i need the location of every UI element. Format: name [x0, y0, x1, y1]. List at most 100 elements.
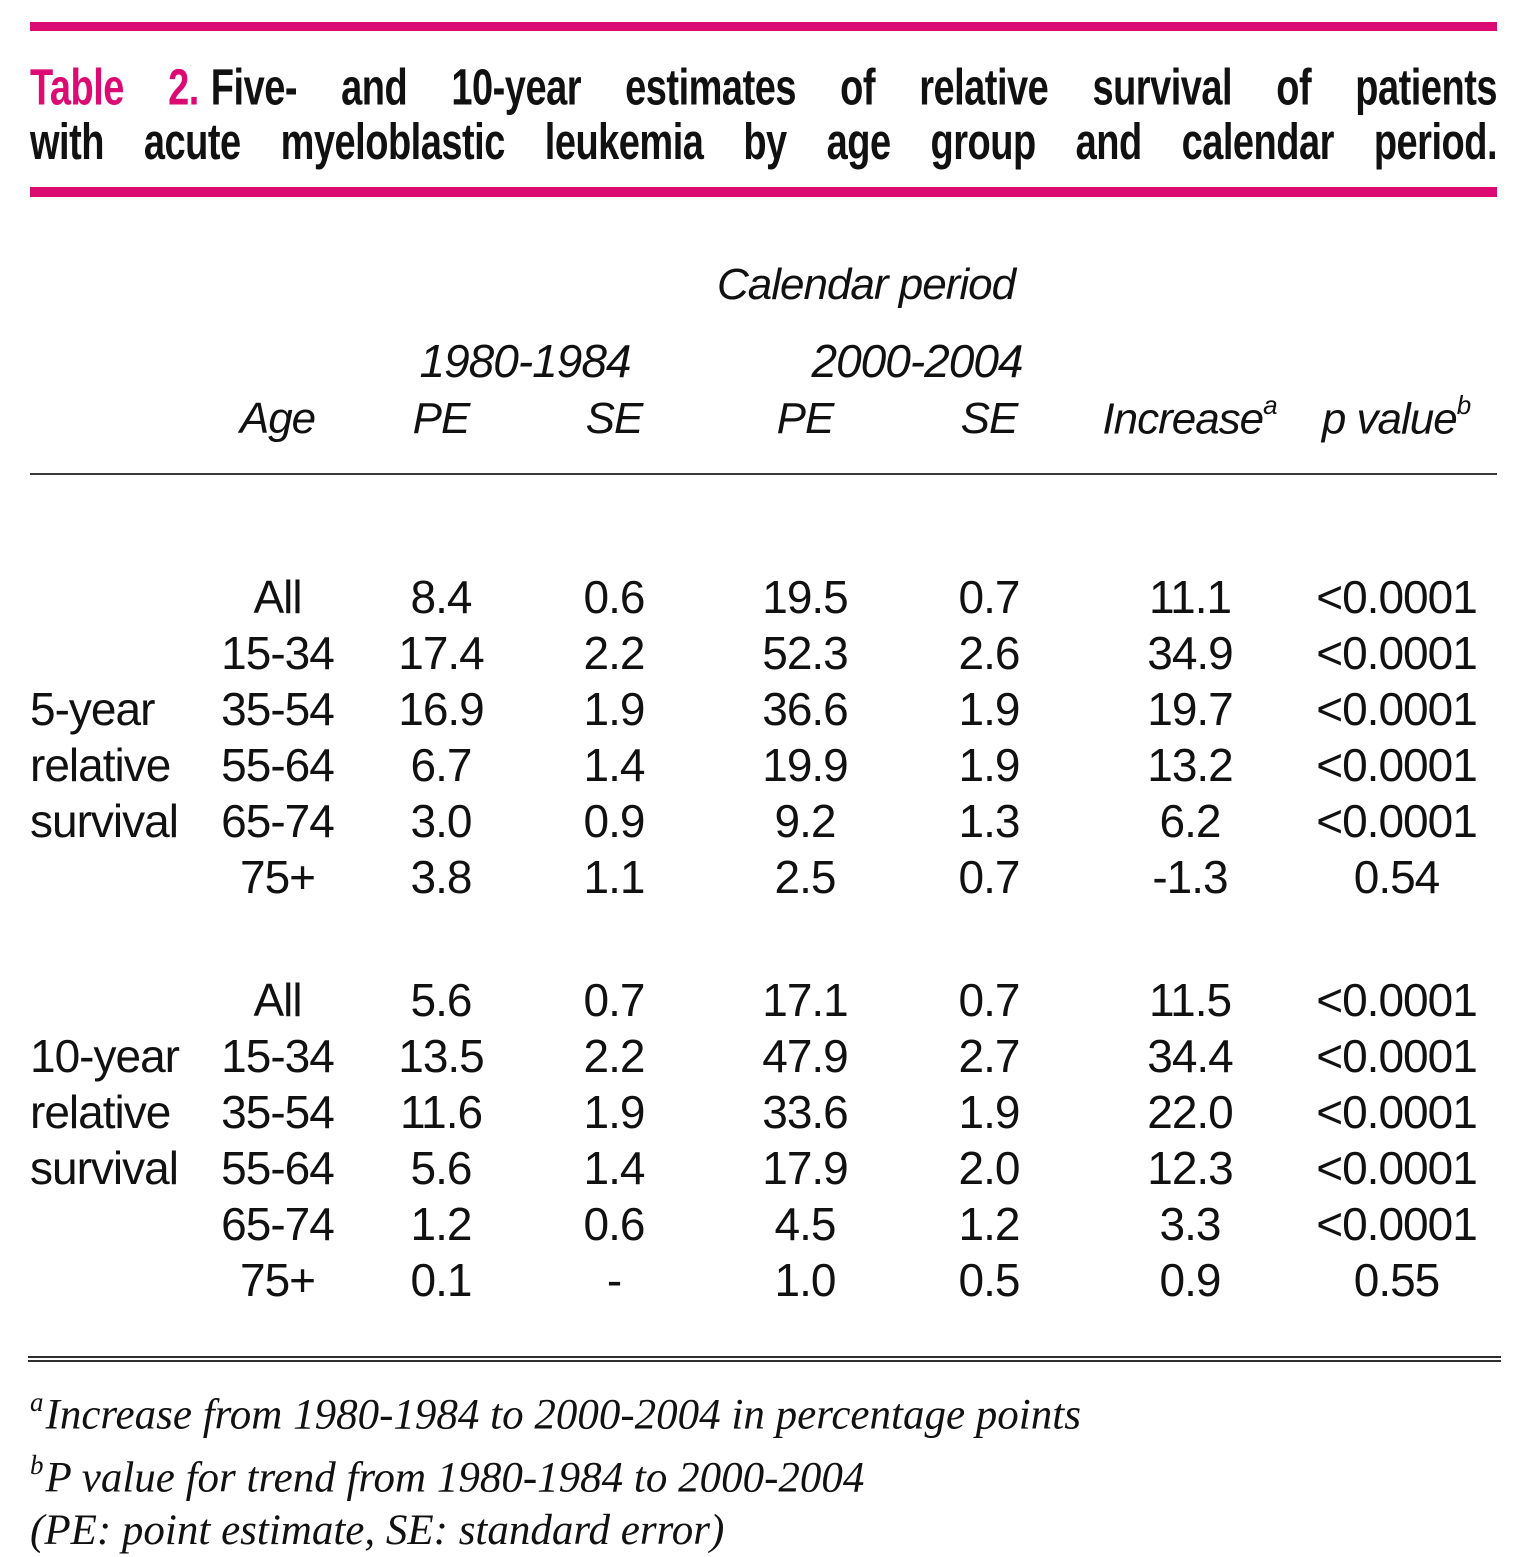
p-value-cell: <0.0001 — [1316, 739, 1478, 791]
se-1980-cell: 2.2 — [583, 1030, 646, 1082]
se-2000-cell: 2.0 — [958, 1142, 1021, 1194]
age-cell: 65-74 — [221, 1198, 335, 1250]
se-1980-cell: 1.9 — [583, 683, 646, 735]
table-block: All 8.4 0.6 19.5 0.7 11.1 <0.0001 15-34 17.4 2.2 5… — [30, 569, 1497, 905]
increase-cell: 19.7 — [1147, 683, 1234, 735]
increase-cell: 6.2 — [1159, 795, 1222, 847]
p-value-column-header: p valueb — [1296, 390, 1497, 445]
age-cell: 55-64 — [221, 739, 335, 791]
se-2000-cell: 1.9 — [958, 739, 1021, 791]
age-cell: All — [253, 974, 302, 1026]
pe-1980-cell: 17.4 — [398, 627, 485, 679]
footnote-line: (PE: point estimate, SE: standard error) — [30, 1505, 1497, 1557]
se-2000-cell: 0.7 — [958, 571, 1021, 623]
pe-2000-cell: 4.5 — [774, 1198, 837, 1250]
table-row: 75+ 0.1 - 1.0 0.5 0.9 0.55 — [30, 1252, 1497, 1308]
table-caption-line-1: Five- and 10-year estimates of relative … — [210, 60, 1498, 117]
row-group-label: survival — [30, 795, 179, 847]
table-row: relative 35-54 11.6 1.9 33.6 1.9 22.0 <0.0001 — [30, 1084, 1497, 1140]
se-1980-cell: 1.9 — [583, 1086, 646, 1138]
table-row: survival 55-64 5.6 1.4 17.9 2.0 12.3 <0.0001 — [30, 1140, 1497, 1196]
increase-cell: 22.0 — [1147, 1086, 1234, 1138]
footnote-text: Increase from 1980-1984 to 2000-2004 in … — [45, 1391, 1081, 1439]
p-value-cell: <0.0001 — [1316, 571, 1478, 623]
se-1980-cell: 1.4 — [583, 1142, 646, 1194]
table-block: All 5.6 0.7 17.1 0.7 11.5 <0.0001 10-year 15-34 1… — [30, 972, 1497, 1308]
age-column-header: Age — [239, 394, 316, 443]
calendar-period-header: Calendar period — [716, 260, 1016, 309]
se-1980-cell: 0.6 — [583, 571, 646, 623]
pe-1980-cell: 6.7 — [410, 739, 473, 791]
pe-2000-cell: 19.9 — [762, 739, 849, 791]
pe-1980-cell: 8.4 — [410, 571, 473, 623]
se-1980-cell: 2.2 — [583, 627, 646, 679]
pe-1980-cell: 3.8 — [410, 851, 473, 903]
increase-cell: 34.9 — [1147, 627, 1234, 679]
increase-cell: 34.4 — [1147, 1030, 1234, 1082]
table-row: 5-year 35-54 16.9 1.9 36.6 1.9 19.7 <0.0001 — [30, 681, 1497, 737]
increase-cell: 11.1 — [1148, 571, 1232, 623]
pe-1980-cell: 0.1 — [410, 1254, 473, 1306]
increase-cell: 13.2 — [1147, 739, 1234, 791]
se-1980-column-header: SE — [585, 394, 644, 443]
increase-column-header: Increasea — [1084, 390, 1296, 445]
table-row: 10-year 15-34 13.5 2.2 47.9 2.7 34.4 <0.0001 — [30, 1028, 1497, 1084]
period-header-2000-2004: 2000-2004 — [811, 335, 1024, 387]
pe-2000-cell: 52.3 — [762, 627, 849, 679]
title-line-2: with acute myeloblastic leukemia by age … — [30, 115, 1498, 172]
se-2000-cell: 0.7 — [958, 974, 1021, 1026]
se-1980-cell: 0.6 — [583, 1198, 646, 1250]
p-value-cell: 0.54 — [1353, 851, 1441, 903]
se-1980-cell: 0.9 — [583, 795, 646, 847]
table-row: 65-74 1.2 0.6 4.5 1.2 3.3 <0.0001 — [30, 1196, 1497, 1252]
footnote-marker: a — [30, 1387, 44, 1417]
footnotes: aIncrease from 1980-1984 to 2000-2004 in… — [30, 1378, 1497, 1557]
table-title: Table 2. Five- and 10-year estimates of r… — [30, 60, 1498, 172]
increase-footnote-marker: a — [1263, 390, 1278, 420]
increase-cell: -1.3 — [1152, 851, 1228, 903]
row-group-label: relative — [30, 739, 171, 791]
row-group-label: relative — [30, 1086, 171, 1138]
spacer-cell — [30, 394, 185, 445]
footnote-line: aIncrease from 1980-1984 to 2000-2004 in… — [30, 1378, 1497, 1441]
table-body: All 8.4 0.6 19.5 0.7 11.1 <0.0001 15-34 17.4 2.2 5… — [30, 569, 1497, 1308]
row-group-label: survival — [30, 1142, 179, 1194]
footnote-text: (PE: point estimate, SE: standard error) — [30, 1506, 725, 1554]
title-line-1: Table 2. Five- and 10-year estimates of r… — [30, 60, 1498, 117]
column-header-row: Age PE SE PE SE Increasea p valueb — [30, 390, 1497, 445]
se-2000-cell: 1.9 — [958, 1086, 1021, 1138]
se-2000-cell: 2.7 — [958, 1030, 1021, 1082]
header-rule — [30, 473, 1497, 475]
age-cell: 55-64 — [221, 1142, 335, 1194]
p-value-cell: <0.0001 — [1316, 795, 1478, 847]
pe-1980-cell: 13.5 — [398, 1030, 485, 1082]
row-group-label: 5-year — [30, 683, 155, 735]
se-2000-cell: 1.9 — [958, 683, 1021, 735]
se-2000-cell: 0.7 — [958, 851, 1021, 903]
p-value-cell: <0.0001 — [1316, 1198, 1478, 1250]
pe-1980-cell: 5.6 — [410, 1142, 473, 1194]
table-row: 75+ 3.8 1.1 2.5 0.7 -1.3 0.54 — [30, 849, 1497, 905]
pe-1980-cell: 3.0 — [410, 795, 473, 847]
pe-2000-cell: 47.9 — [762, 1030, 849, 1082]
p-value-cell: <0.0001 — [1316, 974, 1478, 1026]
p-value-cell: <0.0001 — [1316, 1030, 1478, 1082]
pe-2000-cell: 17.9 — [762, 1142, 849, 1194]
pe-2000-cell: 36.6 — [762, 683, 849, 735]
pe-2000-cell: 1.0 — [774, 1254, 837, 1306]
pe-2000-column-header: PE — [776, 394, 835, 443]
footnote-text: P value for trend from 1980-1984 to 2000… — [45, 1454, 865, 1502]
pe-1980-cell: 1.2 — [410, 1198, 473, 1250]
age-cell: 15-34 — [221, 1030, 335, 1082]
table-row: All 5.6 0.7 17.1 0.7 11.5 <0.0001 — [30, 972, 1497, 1028]
p-value-cell: <0.0001 — [1316, 683, 1478, 735]
table-row: relative 55-64 6.7 1.4 19.9 1.9 13.2 <0.0001 — [30, 737, 1497, 793]
p-value-cell: 0.55 — [1353, 1254, 1441, 1306]
p-value-cell: <0.0001 — [1316, 1086, 1478, 1138]
pe-2000-cell: 17.1 — [762, 974, 849, 1026]
p-value-cell: <0.0001 — [1316, 627, 1478, 679]
period-header-1980-1984: 1980-1984 — [419, 335, 632, 387]
title-bottom-accent-rule — [30, 187, 1497, 197]
se-2000-cell: 1.3 — [958, 795, 1021, 847]
